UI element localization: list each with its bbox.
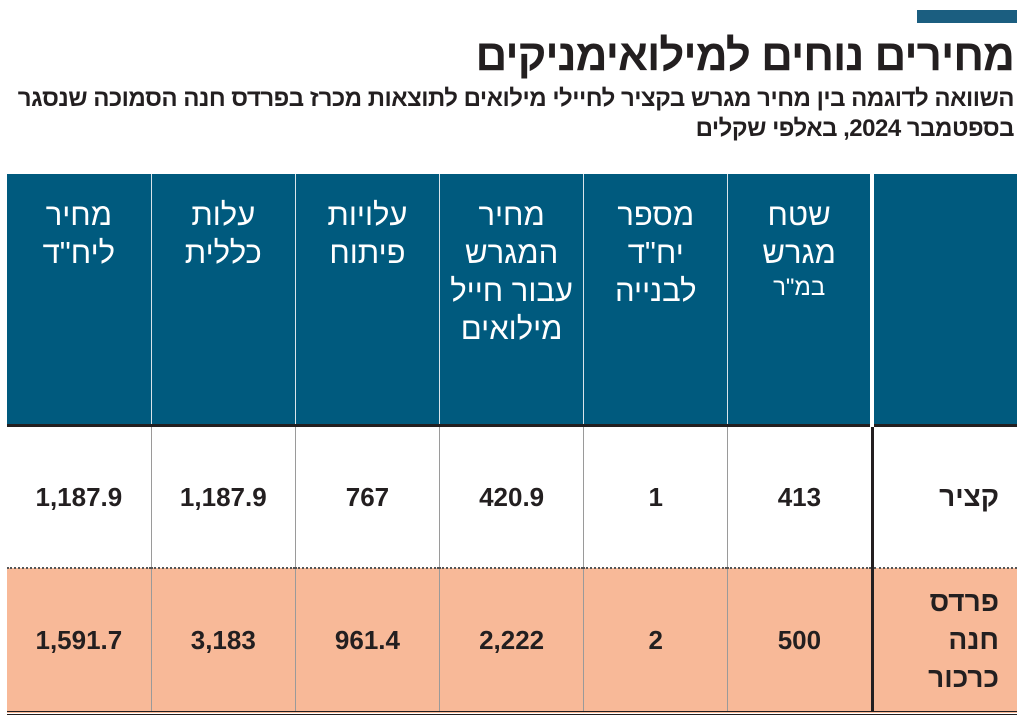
header-units: מספר יח"ד לבנייה <box>583 174 728 427</box>
cell: 1,187.9 <box>7 425 152 569</box>
header-row: שטח מגרש במ"ר מספר יח"ד לבנייה מחיר המגרש… <box>7 174 1017 427</box>
header-plot-price: מחיר המגרש עבור חייל מילואים <box>439 174 584 427</box>
header-plot-area: שטח מגרש במ"ר <box>727 174 872 427</box>
header-price-per-unit: מחיר ליח"ד <box>7 174 152 427</box>
cell: 500 <box>727 568 872 715</box>
cell: 961.4 <box>294 568 440 715</box>
cell: 1 <box>583 425 728 569</box>
cell: 3,183 <box>150 568 296 715</box>
cell: 767 <box>294 425 440 569</box>
cell: 1,591.7 <box>7 568 152 715</box>
table-row: קציר 413 1 420.9 767 1,187.9 1,187.9 <box>7 425 1017 569</box>
accent-bar <box>917 10 1017 23</box>
cell: 2,222 <box>439 568 584 715</box>
table-row: פרדס חנה כרכור 500 2 2,222 961.4 3,183 1… <box>7 568 1017 715</box>
row-label: פרדס חנה כרכור <box>870 568 1017 715</box>
row-label: קציר <box>870 425 1017 569</box>
cell: 1,187.9 <box>150 425 296 569</box>
subtitle: השוואה לדוגמה בין מחיר מגרש בקציר לחיילי… <box>17 85 1015 142</box>
header-total-cost: עלות כללית <box>150 174 296 427</box>
cell: 413 <box>727 425 872 569</box>
cell: 420.9 <box>439 425 584 569</box>
page-title: מחירים נוחים למילואימניקים <box>475 31 1015 80</box>
cell: 2 <box>583 568 728 715</box>
comparison-table: שטח מגרש במ"ר מספר יח"ד לבנייה מחיר המגרש… <box>7 174 1017 715</box>
header-dev-costs: עלויות פיתוח <box>294 174 440 427</box>
header-empty <box>870 174 1017 427</box>
